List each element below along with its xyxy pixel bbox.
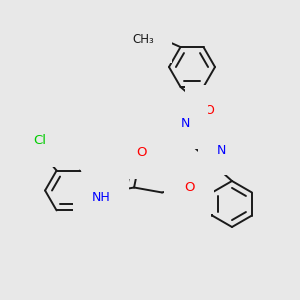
Text: O: O <box>136 146 146 159</box>
Text: N: N <box>217 144 226 157</box>
Text: NH: NH <box>92 191 110 204</box>
Text: O: O <box>184 181 194 194</box>
Text: CH₃: CH₃ <box>133 33 154 46</box>
Text: N: N <box>180 117 190 130</box>
Text: O: O <box>204 103 214 116</box>
Text: Cl: Cl <box>33 134 46 147</box>
